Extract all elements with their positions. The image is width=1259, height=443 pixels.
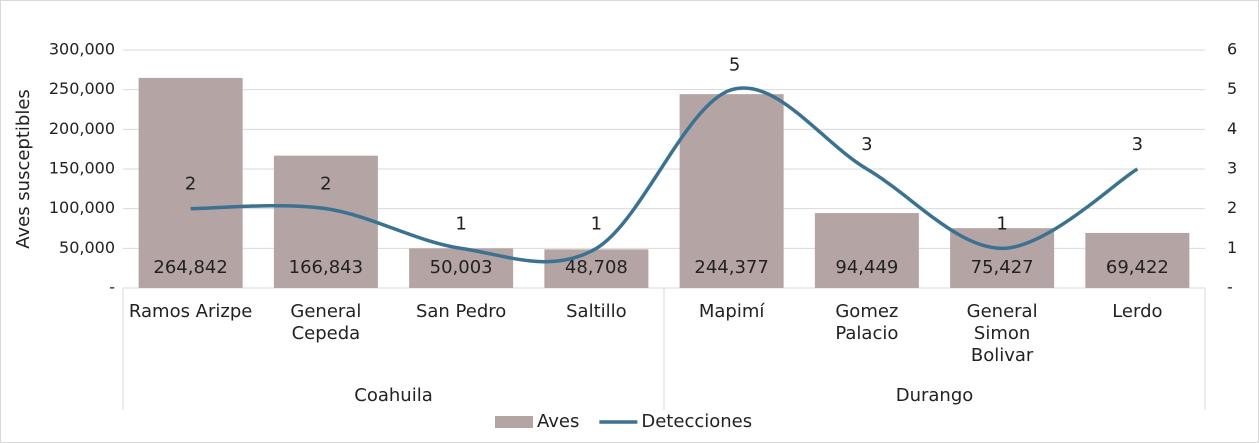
line-value-label: 1 bbox=[455, 213, 466, 234]
x-tick-label: General Simon Bolivar bbox=[967, 301, 1038, 366]
bar bbox=[273, 155, 378, 288]
bar bbox=[814, 213, 919, 288]
y2-tick-label: 5 bbox=[1227, 79, 1237, 98]
line bbox=[190, 86, 1139, 264]
bar-value-label: 69,422 bbox=[1106, 257, 1169, 278]
bar bbox=[679, 94, 784, 288]
y2-tick-label: 6 bbox=[1227, 40, 1237, 59]
legend-label: Aves bbox=[537, 411, 579, 432]
legend-label: Detecciones bbox=[641, 411, 752, 432]
line-value-label: 3 bbox=[1132, 134, 1143, 155]
y2-tick-label: 1 bbox=[1227, 238, 1237, 257]
bar-value-label: 50,003 bbox=[430, 257, 493, 278]
y2-tick-label: 2 bbox=[1227, 198, 1237, 217]
x-tick-label: San Pedro bbox=[416, 301, 506, 322]
group-label: Coahuila bbox=[354, 385, 432, 406]
y-tick-label: 300,000 bbox=[49, 40, 115, 59]
x-tick-label: General Cepeda bbox=[290, 301, 361, 344]
y-tick-label: 250,000 bbox=[49, 79, 115, 98]
y-axis-title: Aves susceptibles bbox=[13, 89, 34, 249]
x-tick-label: Ramos Arizpe bbox=[129, 301, 252, 322]
x-tick-label: Mapimí bbox=[699, 301, 766, 322]
y-tick-label: 50,000 bbox=[59, 238, 115, 257]
y-tick-label: 150,000 bbox=[49, 159, 115, 178]
bar-value-label: 94,449 bbox=[835, 257, 898, 278]
y-tick-label: 200,000 bbox=[49, 119, 115, 138]
bar bbox=[1085, 232, 1190, 288]
group-label: Durango bbox=[896, 385, 974, 406]
x-tick-label: Lerdo bbox=[1112, 301, 1162, 322]
bar bbox=[138, 77, 243, 288]
y-tick-label: 100,000 bbox=[49, 198, 115, 217]
bar-value-label: 166,843 bbox=[289, 257, 363, 278]
x-tick-label: Gomez Palacio bbox=[835, 301, 898, 344]
line-value-label: 1 bbox=[591, 213, 602, 234]
line-value-label: 2 bbox=[320, 174, 331, 195]
y-tick-label: - bbox=[109, 278, 115, 297]
line-value-label: 2 bbox=[185, 174, 196, 195]
bar-value-label: 75,427 bbox=[971, 257, 1034, 278]
bar-value-label: 48,708 bbox=[565, 257, 628, 278]
x-tick-label: Saltillo bbox=[566, 301, 627, 322]
bar-value-label: 264,842 bbox=[153, 257, 227, 278]
line-value-label: 5 bbox=[729, 55, 740, 76]
legend-swatch bbox=[495, 416, 533, 428]
bar-value-label: 244,377 bbox=[694, 257, 768, 278]
line-value-label: 1 bbox=[996, 213, 1007, 234]
line-value-label: 3 bbox=[861, 134, 872, 155]
bar bbox=[544, 249, 649, 288]
y2-tick-label: 4 bbox=[1227, 119, 1237, 138]
y2-tick-label: 3 bbox=[1227, 159, 1237, 178]
y2-tick-label: - bbox=[1227, 278, 1233, 297]
